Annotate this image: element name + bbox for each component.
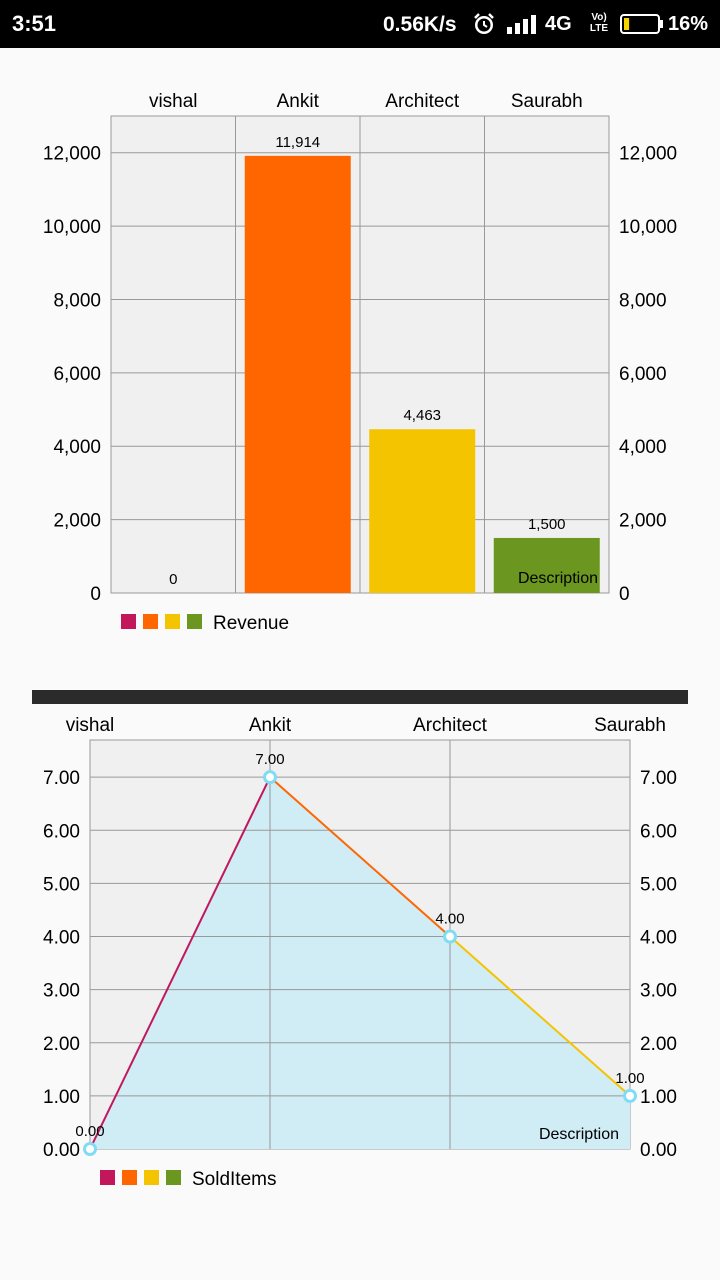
signal-icon — [507, 14, 539, 39]
y-tick-right: 10,000 — [619, 217, 677, 238]
legend-swatch — [166, 1170, 181, 1185]
legend-label: SoldItems — [192, 1169, 276, 1190]
data-point — [263, 770, 277, 785]
y-tick-left: 12,000 — [43, 144, 101, 165]
x-category-label: vishal — [66, 715, 115, 736]
legend-swatch — [144, 1170, 159, 1185]
battery-percent: 16% — [668, 13, 709, 35]
y-tick-right: 0.00 — [640, 1140, 677, 1161]
point-value-label: 1.00 — [615, 1070, 644, 1087]
revenue-bar-chart: 0 0 2,000 2,000 4,000 4,000 6,000 6,000 8,000 8,0… — [43, 91, 677, 634]
bar-architect — [369, 429, 476, 593]
y-tick-right: 7.00 — [640, 768, 677, 789]
x-category-label: Saurabh — [511, 91, 583, 112]
legend-label: Revenue — [213, 613, 289, 634]
y-tick-left: 10,000 — [43, 217, 101, 238]
chart-divider — [32, 690, 688, 704]
bar-value-label: 1,500 — [528, 516, 566, 533]
x-category-label: Architect — [385, 91, 460, 112]
y-tick-left: 0.00 — [43, 1140, 80, 1161]
y-tick-left: 6,000 — [53, 364, 101, 385]
y-tick-left: 2,000 — [53, 511, 101, 532]
y-tick-left: 5.00 — [43, 874, 80, 895]
status-bar: 3:51 0.56K/s 4G Vo) LTE 16% — [0, 0, 720, 48]
y-tick-left: 8,000 — [53, 290, 101, 311]
y-tick-right: 6,000 — [619, 364, 667, 385]
point-value-label: 7.00 — [255, 751, 284, 768]
volte-bottom-label: LTE — [589, 23, 609, 34]
point-value-label: 4.00 — [435, 911, 464, 928]
y-tick-right: 2.00 — [640, 1034, 677, 1055]
x-category-label: Ankit — [277, 91, 320, 112]
legend-swatch — [100, 1170, 115, 1185]
y-tick-left: 1.00 — [43, 1087, 80, 1108]
y-tick-left: 6.00 — [43, 821, 80, 842]
data-point — [443, 929, 457, 944]
alarm-icon — [472, 12, 496, 41]
volte-icon: Vo) LTE — [586, 12, 612, 34]
y-tick-right: 6.00 — [640, 821, 677, 842]
point-value-label: 0.00 — [75, 1123, 104, 1140]
x-category-label: vishal — [149, 91, 198, 112]
legend-swatch — [187, 614, 202, 629]
y-tick-left: 7.00 — [43, 768, 80, 789]
bar-saurabh — [493, 537, 600, 593]
area-fill — [90, 777, 630, 1149]
series-segment — [89, 776, 271, 1150]
y-tick-left: 3.00 — [43, 981, 80, 1002]
bar-value-label: 11,914 — [275, 134, 320, 151]
series-segment — [269, 776, 451, 938]
y-tick-right: 0 — [619, 584, 630, 605]
series-segment — [449, 935, 631, 1097]
network-type: 4G — [545, 13, 572, 35]
network-speed: 0.56K/s — [383, 13, 457, 36]
legend-swatch — [165, 614, 180, 629]
x-category-label: Architect — [413, 715, 488, 736]
y-tick-right: 12,000 — [619, 144, 677, 165]
y-tick-left: 4.00 — [43, 928, 80, 949]
y-tick-right: 1.00 — [640, 1087, 677, 1108]
chart-description: Description — [539, 1126, 619, 1143]
y-tick-left: 0 — [90, 584, 101, 605]
chart-description: Description — [518, 570, 598, 587]
status-time: 3:51 — [12, 11, 57, 36]
bar-value-label: 0 — [169, 571, 177, 588]
y-tick-left: 2.00 — [43, 1034, 80, 1055]
volte-top-label: Vo) — [591, 12, 607, 23]
x-category-label: Saurabh — [594, 715, 666, 736]
y-tick-right: 2,000 — [619, 511, 667, 532]
bar-value-label: 4,463 — [403, 407, 441, 424]
sold-items-area-chart: 0.00 0.001.00 1.002.00 2.003.00 3.004.00 4.00… — [43, 715, 677, 1190]
legend-swatch — [143, 614, 158, 629]
y-tick-right: 4,000 — [619, 437, 667, 458]
data-point — [623, 1088, 637, 1103]
battery-icon — [620, 13, 664, 40]
y-tick-right: 3.00 — [640, 981, 677, 1002]
y-tick-right: 4.00 — [640, 928, 677, 949]
y-tick-right: 5.00 — [640, 874, 677, 895]
data-point — [83, 1142, 97, 1156]
legend-swatch — [121, 614, 136, 629]
bar-ankit — [244, 155, 351, 593]
legend-swatch — [122, 1170, 137, 1185]
y-tick-right: 8,000 — [619, 290, 667, 311]
x-category-label: Ankit — [249, 715, 292, 736]
y-tick-left: 4,000 — [53, 437, 101, 458]
